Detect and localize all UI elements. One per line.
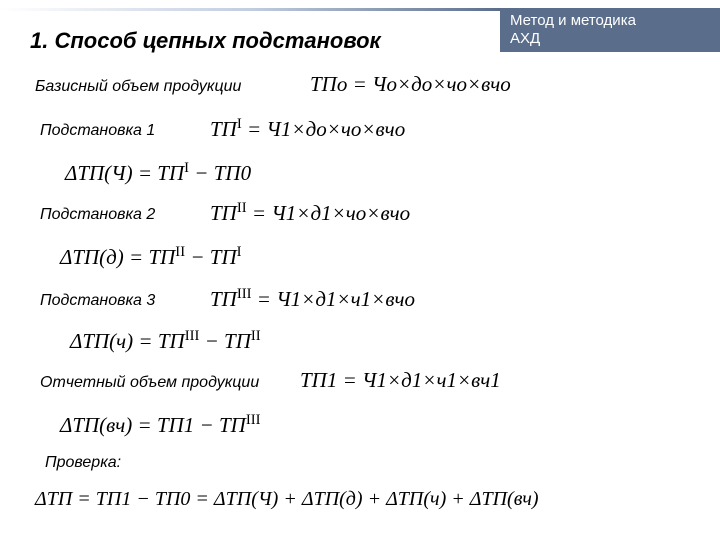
label-sub3: Подстановка 3	[40, 292, 155, 310]
formula-delta3: ΔТП(ч) = ТПIII − ТПII	[70, 328, 261, 354]
header-line1: Метод и методика	[510, 12, 636, 29]
formula-sub2: ТПII = Ч1×д1×чо×вчо	[210, 200, 410, 226]
label-base: Базисный объем продукции	[35, 78, 241, 96]
formula-base: ТПо = Чо×до×чо×вчо	[310, 72, 511, 97]
formula-report: ТП1 = Ч1×д1×ч1×вч1	[300, 368, 501, 393]
label-report: Отчетный объем продукции	[40, 374, 259, 392]
label-sub1: Подстановка 1	[40, 122, 155, 140]
formula-delta2: ΔТП(д) = ТПII − ТПI	[60, 244, 242, 270]
header-line2: АХД	[510, 30, 540, 47]
formula-check: ΔТП = ТП1 − ТП0 = ΔТП(Ч) + ΔТП(д) + ΔТП(…	[35, 488, 539, 511]
page-title: 1. Способ цепных подстановок	[30, 28, 381, 54]
label-check: Проверка:	[45, 454, 121, 472]
formula-sub1: ТПI = Ч1×до×чо×вчо	[210, 116, 405, 142]
label-sub2: Подстановка 2	[40, 206, 155, 224]
header-band: Метод и методика АХД	[500, 8, 720, 52]
formula-sub3: ТПIII = Ч1×д1×ч1×вчо	[210, 286, 415, 312]
formula-delta4: ΔТП(вч) = ТП1 − ТПIII	[60, 412, 261, 438]
formula-delta1: ΔТП(Ч) = ТПI − ТП0	[65, 160, 251, 186]
